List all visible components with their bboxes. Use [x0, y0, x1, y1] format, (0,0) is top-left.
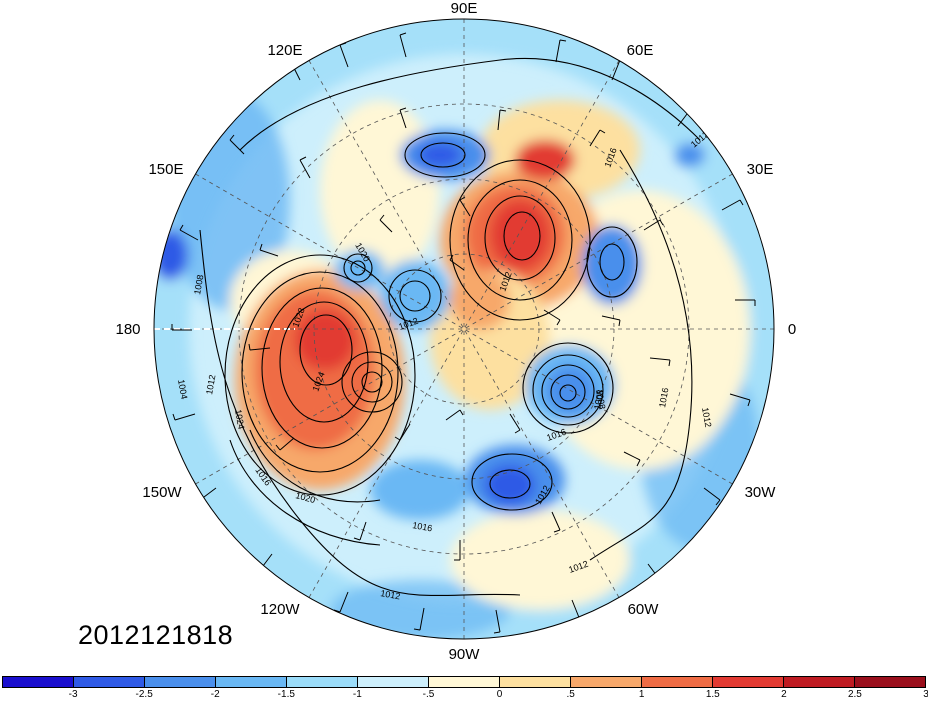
colorbar-swatch: [784, 677, 855, 687]
colorbar-swatch: [287, 677, 358, 687]
contour-label: 1012: [204, 374, 217, 395]
colorbar-swatch: [358, 677, 429, 687]
colorbar-tick-label: 1: [638, 689, 645, 700]
contour-label: 1024: [233, 409, 246, 430]
colorbar-swatch: [855, 677, 925, 687]
lon-label-90w: 90W: [449, 646, 481, 663]
lon-label-60w: 60W: [628, 601, 660, 618]
colorbar-swatch: [216, 677, 287, 687]
lon-label-120w: 120W: [260, 601, 300, 618]
longitude-labels: 90E 120E 60E 150E 30E 180 0 150W 30W 120…: [115, 0, 796, 663]
colorbar-tick-label: .5: [566, 689, 575, 700]
colorbar-tick-label: -.5: [422, 689, 435, 700]
colorbar-tick-label: 2.5: [847, 689, 862, 700]
contour-label: 1004: [176, 379, 189, 400]
colorbar: [2, 676, 926, 688]
colorbar-tick-label: -1: [352, 689, 362, 700]
colorbar-tick-label: 3: [923, 689, 928, 700]
colorbar-tick-label: 1.5: [705, 689, 720, 700]
lon-label-180: 180: [115, 321, 140, 338]
colorbar-tick-label: 0: [496, 689, 503, 700]
map-border: [153, 18, 775, 640]
colorbar-swatch: [74, 677, 145, 687]
lon-label-150e: 150E: [148, 161, 183, 178]
contour-label: 1008: [594, 389, 607, 410]
contour-label: 1012: [700, 407, 713, 428]
colorbar-swatch: [145, 677, 216, 687]
lon-label-30e: 30E: [747, 161, 774, 178]
colorbar-tick-label: -3: [68, 689, 78, 700]
contour-label: 1008: [192, 274, 205, 295]
contour-label: 1008: [592, 389, 605, 410]
contour-label: 1012: [380, 588, 401, 601]
colorbar-tick-label: -2.5: [135, 689, 153, 700]
colorbar-labels: -3 -2.5 -2 -1.5 -1 -.5 0 .5 1 1.5 2 2.5 3: [2, 689, 928, 702]
anomaly-shading: [154, 19, 774, 639]
colorbar-swatch: [713, 677, 784, 687]
colorbar-swatch: [429, 677, 500, 687]
lon-label-0: 0: [788, 321, 796, 338]
colorbar-tick-label: -2: [210, 689, 220, 700]
lon-label-120e: 120E: [267, 42, 302, 59]
lon-label-30w: 30W: [745, 484, 777, 501]
lon-label-60e: 60E: [627, 42, 654, 59]
colorbar-swatch: [500, 677, 571, 687]
contour-label: 1016: [412, 520, 433, 533]
lon-label-90e: 90E: [451, 0, 478, 17]
timestamp-label: 2012121818: [78, 620, 234, 650]
colorbar-tick-label: -1.5: [277, 689, 295, 700]
lon-label-150w: 150W: [142, 484, 182, 501]
contour-label: 1016: [657, 387, 670, 408]
colorbar-swatch: [571, 677, 642, 687]
map-disk: 1012 1016 1008 1024 1020 1028 1012 1016 …: [154, 19, 774, 639]
colorbar-swatch: [3, 677, 74, 687]
colorbar-swatch: [642, 677, 713, 687]
colorbar-tick-label: 2: [781, 689, 787, 700]
